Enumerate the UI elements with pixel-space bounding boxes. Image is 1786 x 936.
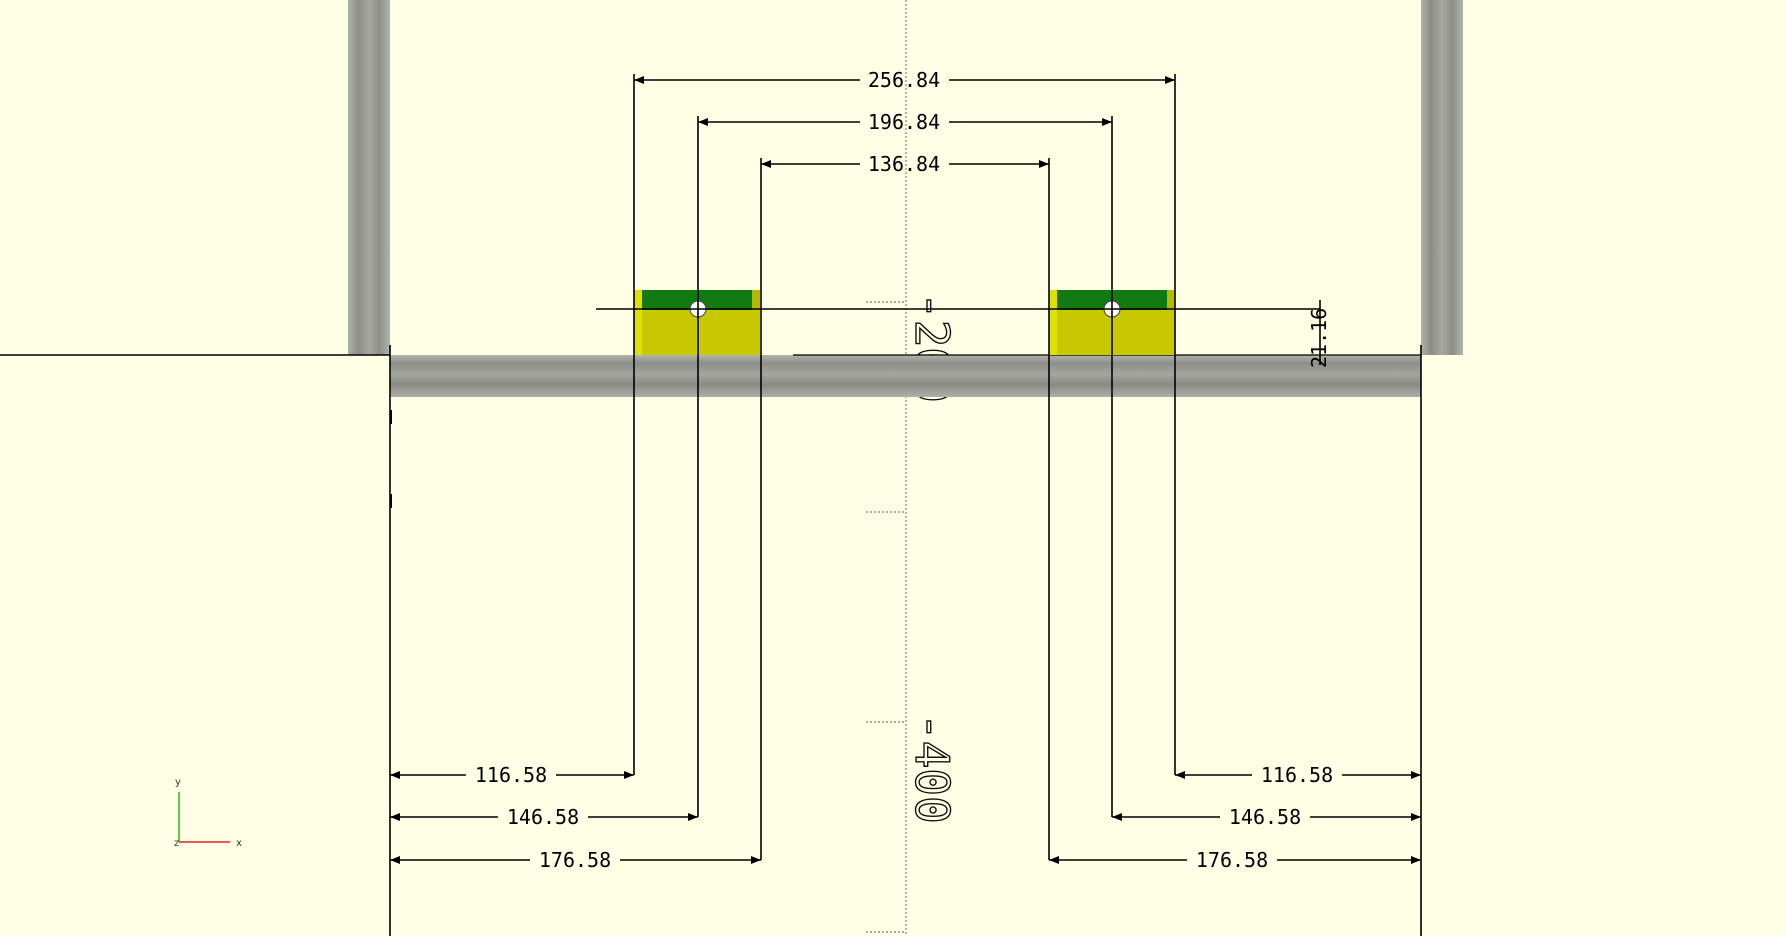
dim-label: 136.84	[868, 152, 940, 176]
dimension-bottom-right-116: 116.58	[1175, 763, 1421, 787]
gizmo-z-label: z	[174, 838, 179, 849]
dim-label: 146.58	[1229, 805, 1301, 829]
left-vertical-rail	[348, 0, 390, 355]
dim-label: 256.84	[868, 68, 940, 92]
dim-label: 116.58	[1261, 763, 1333, 787]
dim-label: 176.58	[539, 848, 611, 872]
dimension-top-196: 196.84	[698, 110, 1112, 134]
gizmo-y-label: y	[175, 777, 181, 788]
dim-label: 146.58	[507, 805, 579, 829]
dimension-bottom-left-146: 146.58	[390, 805, 698, 829]
gizmo-x-label: x	[236, 838, 242, 849]
dimension-bottom-left-176: 176.58	[390, 848, 761, 872]
horizontal-rail	[390, 355, 1421, 397]
dim-label: 116.58	[475, 763, 547, 787]
dimension-bottom-right-146: 146.58	[1112, 805, 1421, 829]
dim-label: 196.84	[868, 110, 940, 134]
dimension-bottom-right-176: 176.58	[1049, 848, 1421, 872]
right-vertical-rail	[1421, 0, 1463, 355]
dimension-side-21: 21.16	[1307, 300, 1331, 368]
dim-label: 176.58	[1196, 848, 1268, 872]
dimension-top-256: 256.84	[634, 68, 1175, 92]
dimension-bottom-left-116: 116.58	[390, 763, 634, 787]
dim-label: 21.16	[1307, 308, 1331, 368]
dimension-top-136: 136.84	[761, 152, 1049, 176]
axes-gizmo: x y z	[174, 777, 242, 849]
axis-label-minus-400: -400	[905, 713, 959, 824]
left-bracket-block[interactable]	[634, 290, 760, 355]
